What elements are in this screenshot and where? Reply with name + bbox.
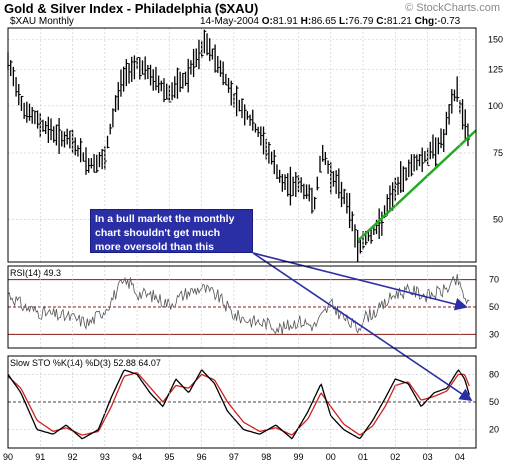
rsi-panel: RSI(14) 49.3 70 50 30 (7, 268, 499, 339)
price-frame (7, 27, 477, 263)
low-label: L: (339, 16, 349, 27)
symbol-label: $XAU Monthly (10, 16, 74, 27)
rsi-frame (7, 265, 477, 349)
date-value: 14-May-2004 (200, 16, 259, 27)
price-panel: 150 125 100 75 50 (7, 29, 503, 262)
stochastic-k-line (7, 368, 470, 440)
uptrend-line (357, 129, 477, 242)
x-tick-label: 04 (455, 452, 465, 462)
arrow-to-stochastic (252, 252, 473, 402)
rsi-line (7, 274, 470, 335)
annotation-box: In a bull market the monthly chart shoul… (90, 209, 253, 253)
stochastic-panel: Slow STO %K(14) %D(3) 52.88 64.07 80 50 20 (7, 358, 499, 440)
open-label: O: (261, 16, 273, 27)
stochastic-tick-label: 80 (489, 369, 499, 379)
x-tick-label: 97 (229, 452, 239, 462)
price-tick-label: 150 (488, 34, 503, 44)
price-tick-label: 100 (488, 101, 503, 111)
x-tick-label: 00 (326, 452, 336, 462)
price-tick-label: 125 (488, 64, 503, 74)
price-tick-label: 50 (493, 214, 503, 224)
ohlc-readout: 14-May-2004 O:81.91 H:86.65 L:76.79 C:81… (200, 16, 460, 27)
rsi-tick-label: 70 (489, 275, 499, 285)
rsi-tick-label: 50 (489, 302, 499, 312)
x-tick-label: 03 (423, 452, 433, 462)
change-value: -0.73 (437, 16, 461, 27)
change-label: Chg: (414, 16, 438, 27)
close-label: C: (376, 16, 387, 27)
x-tick-label: 95 (164, 452, 174, 462)
stochastic-d-line (7, 371, 470, 436)
rsi-tick-label: 30 (489, 329, 499, 339)
watermark: © StockCharts.com (405, 2, 500, 14)
x-tick-label: 93 (100, 452, 110, 462)
stochastic-frame (7, 355, 477, 449)
stochastic-tick-label: 20 (489, 425, 499, 435)
close-value: 81.21 (386, 16, 412, 27)
chart-title: Gold & Silver Index - Philadelphia ($XAU… (4, 1, 259, 16)
stochastic-label: Slow STO %K(14) %D(3) 52.88 64.07 (10, 358, 161, 368)
rsi-label: RSI(14) 49.3 (10, 268, 61, 278)
x-tick-label: 94 (132, 452, 142, 462)
price-tick-label: 75 (493, 148, 503, 158)
x-tick-label: 90 (3, 452, 13, 462)
x-tick-label: 91 (35, 452, 45, 462)
x-tick-label: 01 (358, 452, 368, 462)
stochastic-tick-label: 50 (489, 397, 499, 407)
annotation-arrows (252, 252, 473, 402)
x-tick-label: 92 (68, 452, 78, 462)
x-tick-label: 02 (390, 452, 400, 462)
x-tick-label: 96 (197, 452, 207, 462)
x-tick-label: 98 (261, 452, 271, 462)
x-tick-label: 99 (293, 452, 303, 462)
high-value: 86.65 (311, 16, 337, 27)
high-label: H: (300, 16, 312, 27)
low-value: 76.79 (348, 16, 374, 27)
x-axis: 90 91 92 93 94 95 96 97 98 99 00 01 02 03 04 (3, 28, 465, 462)
open-value: 81.91 (272, 16, 298, 27)
